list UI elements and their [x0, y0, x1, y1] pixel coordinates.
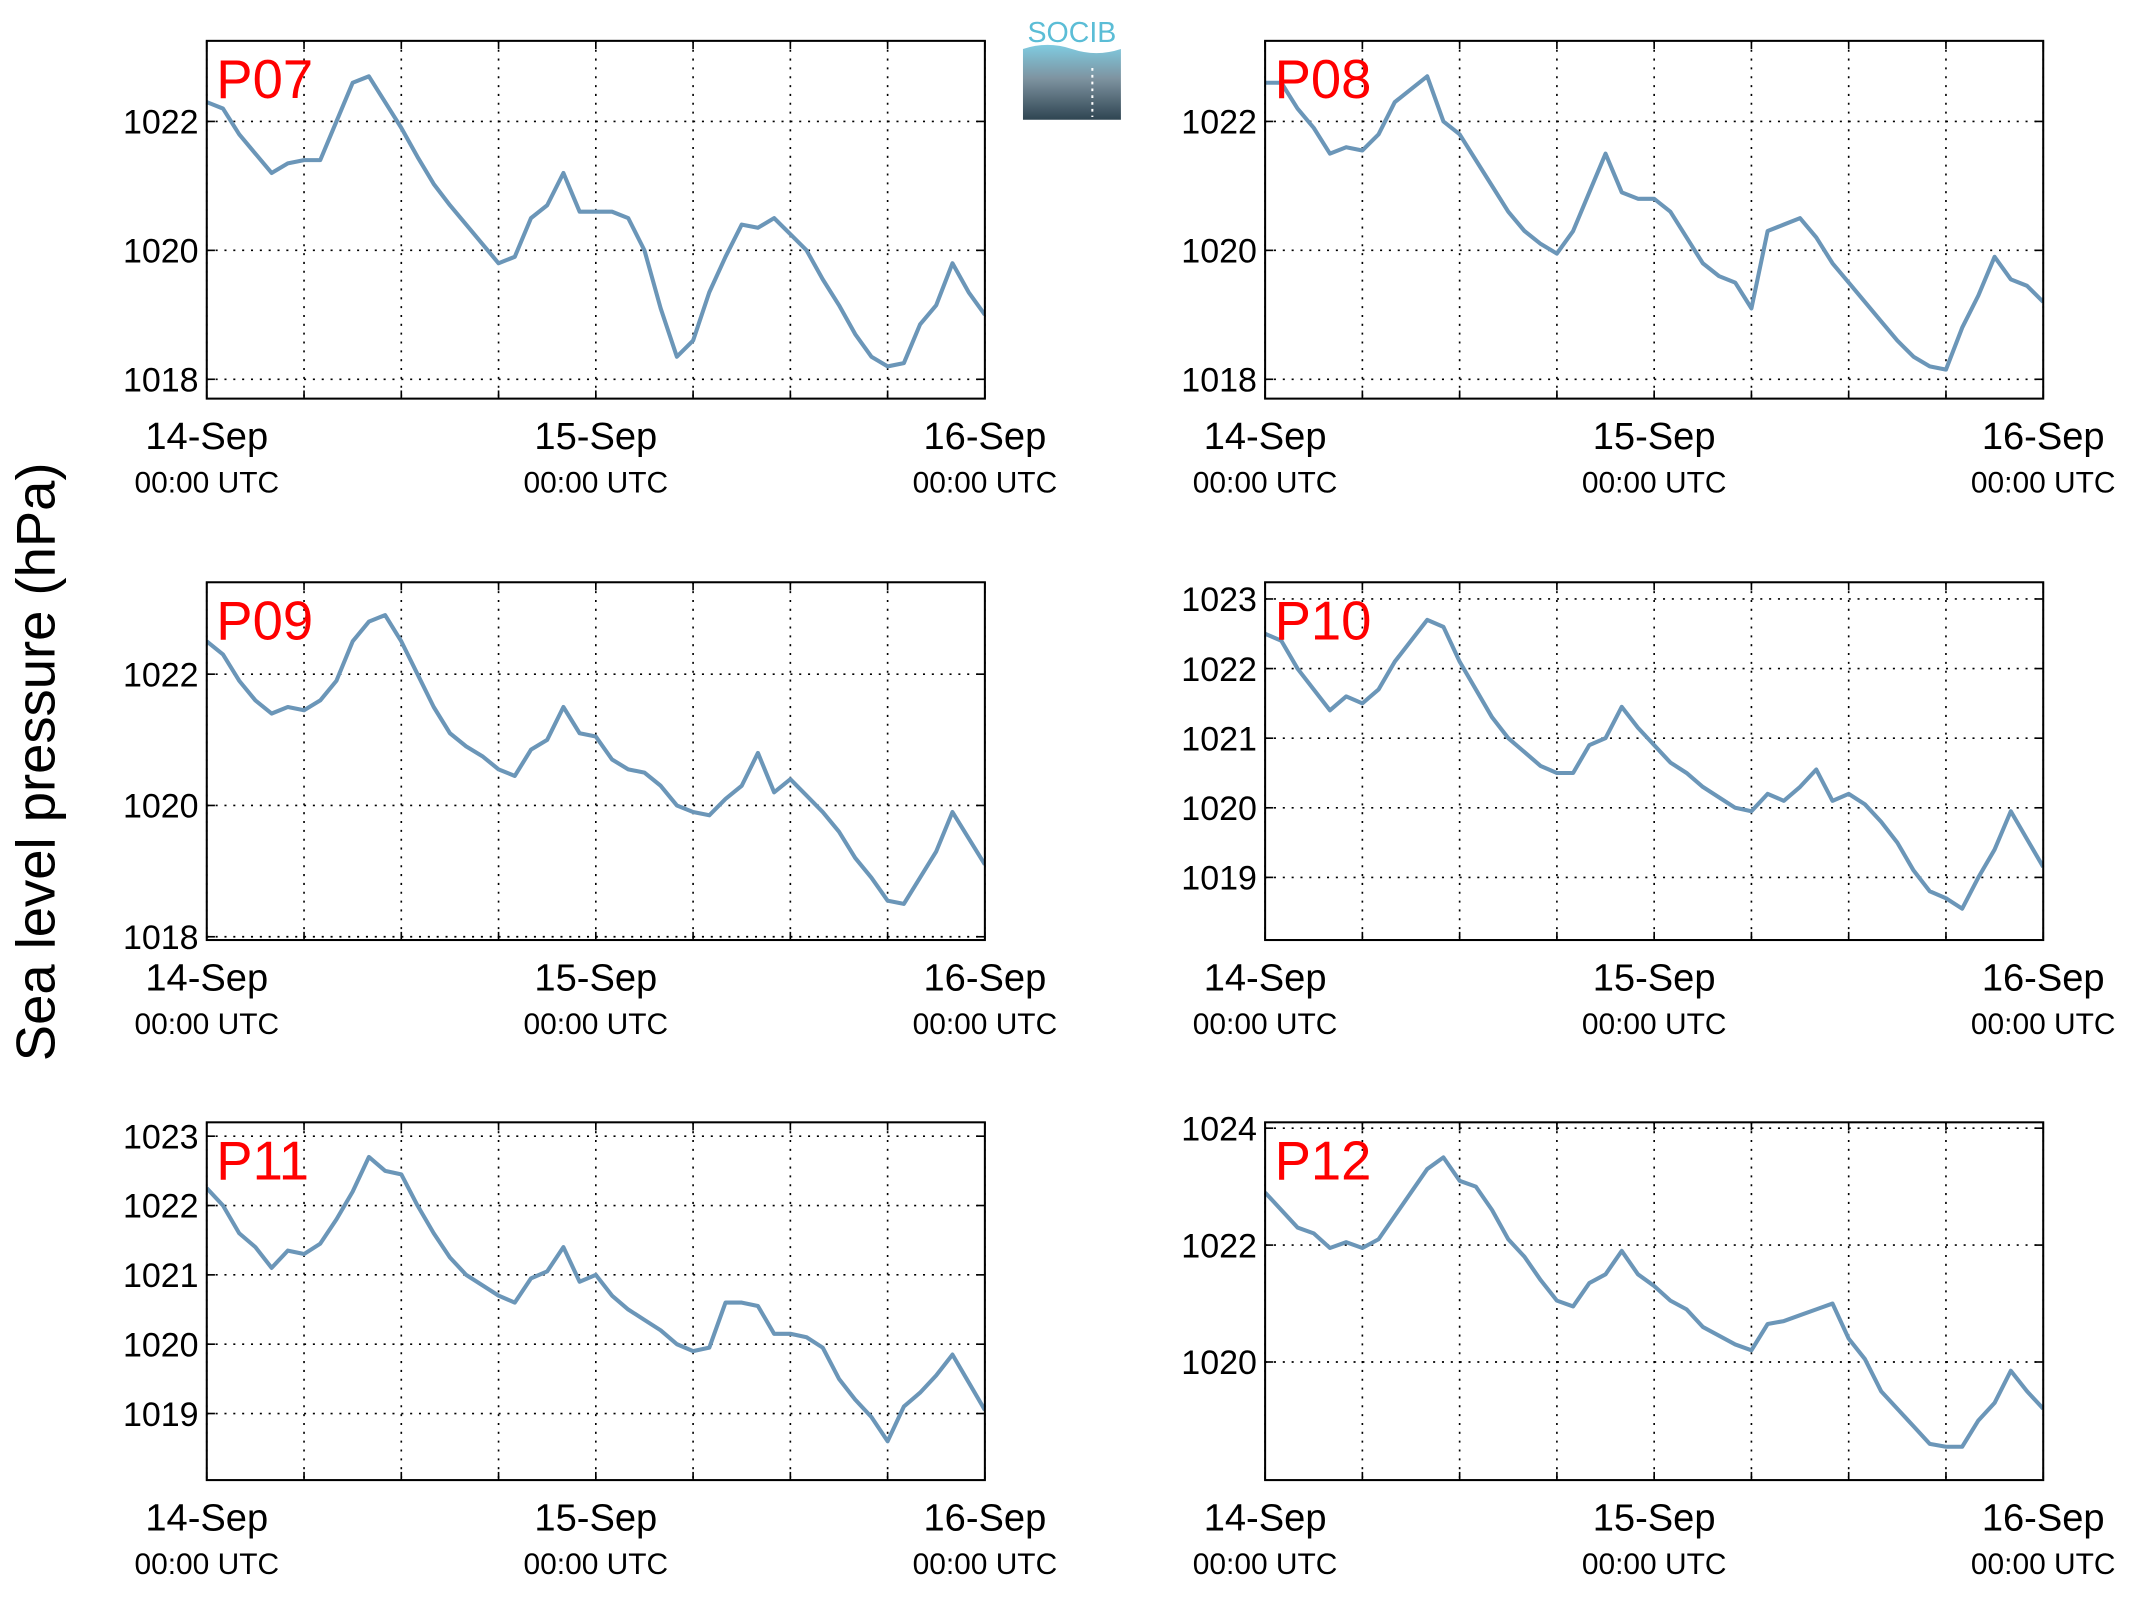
x-tick-label: 16-Sep [1982, 1497, 2105, 1539]
x-tick-label: 15-Sep [534, 957, 657, 999]
x-tick-label: 16-Sep [923, 957, 1046, 999]
y-tick-label: 1022 [123, 104, 199, 142]
y-tick-label: 1023 [123, 1118, 199, 1156]
series [1265, 74, 2044, 372]
x-tick-sublabel: 00:00 UTC [134, 466, 279, 499]
y-tick-label: 1022 [1181, 651, 1257, 689]
y-tick-label: 1023 [1181, 581, 1257, 619]
y-tick-label: 1024 [1181, 1110, 1257, 1148]
panel-label: P11 [216, 1130, 309, 1191]
axes-frame [1264, 1121, 2045, 1482]
x-tick-label: 16-Sep [1982, 416, 2105, 458]
x-tick-label: 15-Sep [534, 1497, 657, 1539]
x-tick-label: 15-Sep [1593, 416, 1716, 458]
x-tick-label: 16-Sep [923, 1497, 1046, 1539]
x-tick-sublabel: 00:00 UTC [1971, 466, 2116, 499]
x-tick-label: 14-Sep [145, 416, 268, 458]
x-tick-sublabel: 00:00 UTC [913, 1008, 1058, 1041]
series [206, 74, 985, 369]
x-tick-sublabel: 00:00 UTC [524, 1008, 669, 1041]
data-line [206, 74, 985, 369]
y-tick-label: 1022 [1181, 104, 1257, 142]
y-tick-label: 1020 [1181, 233, 1257, 271]
axes-frame [1264, 581, 2045, 942]
axes-frame [205, 39, 986, 400]
y-tick-label: 1020 [1181, 790, 1257, 828]
series [206, 1154, 985, 1444]
y-tick-label: 1021 [1181, 720, 1257, 758]
data-line [1265, 1155, 2044, 1449]
x-tick-label: 14-Sep [145, 957, 268, 999]
y-tick-label: 1022 [1181, 1227, 1257, 1265]
x-tick-label: 16-Sep [1982, 957, 2105, 999]
panel-label: P12 [1275, 1130, 1372, 1191]
subplot: 1018 1020 1022 14-Sep 00:00 UTC 15-Sep 00:00 U… [123, 581, 1058, 1041]
x-tick-label: 14-Sep [145, 1497, 268, 1539]
logo: SOCIB [1022, 17, 1121, 120]
y-tick-label: 1019 [123, 1396, 199, 1434]
x-tick-sublabel: 00:00 UTC [134, 1008, 279, 1041]
axes-frame [205, 1121, 986, 1482]
y-tick-label: 1018 [123, 362, 199, 400]
x-tick-sublabel: 00:00 UTC [134, 1548, 279, 1581]
x-tick-label: 16-Sep [923, 416, 1046, 458]
y-tick-label: 1020 [123, 788, 199, 826]
y-tick-label: 1020 [123, 1326, 199, 1364]
y-tick-label: 1019 [1181, 860, 1257, 898]
subplot: 1020 1022 1024 14-Sep 00:00 UTC 15-Sep 00:00 U… [1181, 1110, 2115, 1581]
x-tick-sublabel: 00:00 UTC [913, 1548, 1058, 1581]
x-tick-sublabel: 00:00 UTC [1193, 1008, 1338, 1041]
x-tick-label: 15-Sep [1593, 957, 1716, 999]
x-tick-sublabel: 00:00 UTC [524, 466, 669, 499]
axes-frame [205, 581, 986, 942]
y-tick-label: 1018 [123, 919, 199, 957]
y-tick-label: 1020 [1181, 1344, 1257, 1382]
x-tick-sublabel: 00:00 UTC [1193, 466, 1338, 499]
x-tick-sublabel: 00:00 UTC [1193, 1548, 1338, 1581]
panel-label: P10 [1275, 590, 1372, 651]
data-line [206, 613, 985, 906]
x-tick-label: 15-Sep [534, 416, 657, 458]
data-line [206, 1154, 985, 1444]
data-line [1265, 74, 2044, 372]
y-axis-label: Sea level pressure (hPa) [5, 462, 66, 1061]
data-line [1265, 617, 2044, 911]
series [206, 613, 985, 906]
panel-label: P09 [216, 590, 313, 651]
y-tick-label: 1018 [1181, 362, 1257, 400]
x-tick-sublabel: 00:00 UTC [1582, 466, 1727, 499]
x-tick-label: 14-Sep [1204, 416, 1327, 458]
y-tick-label: 1021 [123, 1257, 199, 1295]
y-tick-label: 1020 [123, 233, 199, 271]
panel-label: P08 [1275, 49, 1372, 110]
panel-label: P07 [216, 49, 313, 110]
x-tick-sublabel: 00:00 UTC [1582, 1548, 1727, 1581]
series [1265, 1155, 2044, 1449]
x-tick-sublabel: 00:00 UTC [1971, 1548, 2116, 1581]
series [1265, 617, 2044, 911]
x-tick-label: 14-Sep [1204, 957, 1327, 999]
subplot: 1019 1020 1021 1022 1023 14-Sep 00:00 UTC 15-Se… [123, 1118, 1057, 1581]
x-tick-label: 15-Sep [1593, 1497, 1716, 1539]
y-tick-label: 1022 [123, 1188, 199, 1226]
plot-area [206, 40, 985, 399]
subplot: 1018 1020 1022 14-Sep 00:00 UTC 15-Sep 00:00 U… [123, 39, 1058, 499]
y-tick-label: 1022 [123, 656, 199, 694]
x-tick-label: 14-Sep [1204, 1497, 1327, 1539]
x-tick-sublabel: 00:00 UTC [1582, 1008, 1727, 1041]
x-tick-sublabel: 00:00 UTC [913, 466, 1058, 499]
axes-frame [1264, 39, 2045, 400]
subplot: 1018 1020 1022 14-Sep 00:00 UTC 15-Sep 00:00 U… [1181, 39, 2116, 499]
subplot: 1019 1020 1021 1022 1023 14-Sep 00:00 UTC 15-Se… [1181, 581, 2115, 1041]
logo-text: SOCIB [1028, 17, 1117, 49]
x-tick-sublabel: 00:00 UTC [524, 1548, 669, 1581]
x-tick-sublabel: 00:00 UTC [1971, 1008, 2116, 1041]
logo-graphic [1022, 44, 1121, 120]
